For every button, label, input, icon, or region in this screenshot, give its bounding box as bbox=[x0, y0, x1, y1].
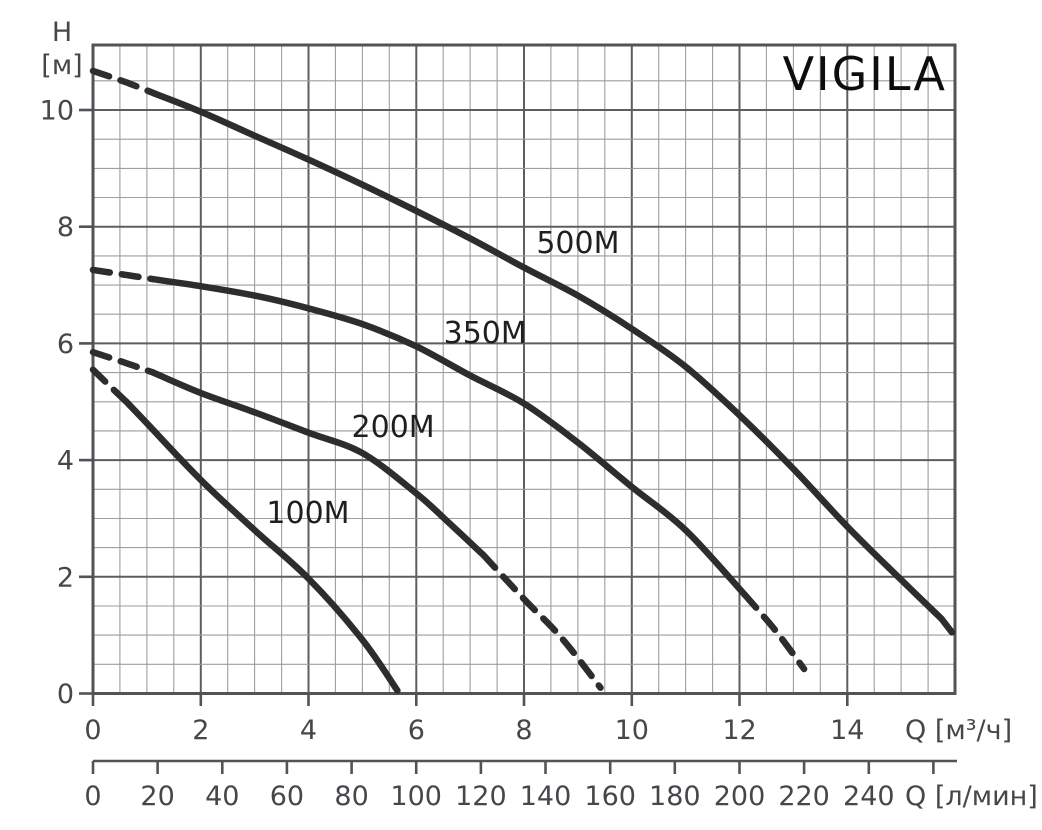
y-tick-label: 0 bbox=[57, 679, 74, 710]
x-tick-label-m3h: 4 bbox=[300, 715, 317, 746]
x-tick-label-lmin: 140 bbox=[520, 781, 572, 812]
curve-label-100m: 100M bbox=[266, 496, 349, 531]
y-tick-label: 2 bbox=[57, 562, 74, 593]
x-tick-label-m3h: 2 bbox=[192, 715, 209, 746]
curve-500m-solid bbox=[151, 90, 945, 623]
curve-label-350m: 350M bbox=[444, 316, 527, 351]
y-tick-label: 10 bbox=[40, 96, 74, 127]
x-tick-label-lmin: 120 bbox=[455, 781, 507, 812]
curve-500m-dashed bbox=[89, 67, 159, 97]
x-tick-label-lmin: 220 bbox=[778, 781, 830, 812]
curve-100m-solid bbox=[123, 398, 401, 694]
y-tick-label: 4 bbox=[57, 446, 74, 477]
x-tick-label-m3h: 8 bbox=[515, 715, 532, 746]
curve-label-200m: 200M bbox=[352, 410, 435, 445]
curve-350m-solid bbox=[150, 275, 749, 599]
curve-100m-dashed bbox=[89, 366, 130, 406]
curve-label-500m: 500M bbox=[536, 226, 619, 261]
curve-200m-dashed bbox=[89, 348, 157, 376]
x-tick-label-lmin: 240 bbox=[843, 781, 895, 812]
y-tick-label: 8 bbox=[57, 212, 74, 243]
x-tick-label-m3h: 14 bbox=[830, 715, 864, 746]
y-tick-label: 6 bbox=[57, 329, 74, 360]
x-axis-lmin-unit-label: Q [л/мин] bbox=[905, 781, 1038, 812]
x-axis-m3h-unit-label: Q [м³/ч] bbox=[905, 715, 1012, 746]
curve-350m-dashed bbox=[741, 591, 808, 673]
chart-title: VIGILA bbox=[783, 47, 947, 101]
x-tick-label-lmin: 100 bbox=[390, 781, 442, 812]
x-tick-label-m3h: 0 bbox=[84, 715, 101, 746]
x-tick-label-lmin: 60 bbox=[270, 781, 304, 812]
x-tick-label-lmin: 0 bbox=[84, 781, 101, 812]
curve-350m-dashed bbox=[89, 266, 157, 283]
curve-500m-dashed bbox=[938, 615, 959, 640]
y-axis-name: H bbox=[52, 17, 72, 48]
x-tick-label-lmin: 80 bbox=[334, 781, 368, 812]
x-tick-label-lmin: 160 bbox=[584, 781, 636, 812]
x-tick-label-m3h: 10 bbox=[615, 715, 649, 746]
x-tick-label-lmin: 180 bbox=[649, 781, 701, 812]
curve-200m-dashed bbox=[480, 551, 604, 691]
x-tick-label-m3h: 6 bbox=[408, 715, 425, 746]
x-tick-label-lmin: 20 bbox=[140, 781, 174, 812]
x-tick-label-m3h: 12 bbox=[722, 715, 756, 746]
x-tick-label-lmin: 200 bbox=[714, 781, 766, 812]
curve-200m-solid bbox=[150, 369, 487, 559]
x-tick-label-lmin: 40 bbox=[205, 781, 239, 812]
y-axis-unit: [м] bbox=[41, 50, 82, 81]
